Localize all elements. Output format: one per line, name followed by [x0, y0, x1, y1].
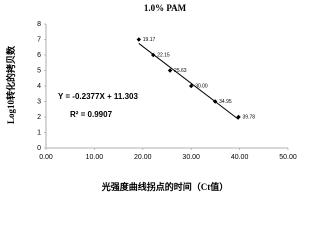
- data-label: 34.95: [219, 99, 232, 105]
- point: [136, 37, 141, 42]
- y-tick-label: 3: [37, 98, 41, 105]
- y-tick-label: 7: [37, 36, 41, 43]
- x-axis-label: 光强度曲线拐点的时间（Ct值）: [101, 181, 229, 192]
- point: [167, 68, 173, 73]
- x-tick-label: 0.00: [39, 154, 53, 161]
- data-label: 25.63: [174, 68, 187, 74]
- chart-title: 1.0% PAM: [144, 3, 187, 13]
- data-label: 19.17: [143, 37, 156, 43]
- y-tick-label: 1: [37, 129, 41, 136]
- y-tick-label: 5: [37, 67, 41, 74]
- trendline: [138, 43, 239, 120]
- point: [151, 52, 156, 58]
- y-tick-label: 0: [37, 145, 41, 152]
- data-label: 39.78: [243, 114, 256, 120]
- equation: Y = -0.2377X + 11.303: [58, 92, 138, 101]
- point: [189, 83, 194, 89]
- x-tick-label: 50.00: [279, 154, 297, 161]
- chart: 1.0% PAM Log10转化的拷贝数 光强度曲线拐点的时间（Ct值） Y =…: [5, 3, 297, 192]
- y-tick-label: 8: [37, 21, 41, 28]
- y-tick-label: 4: [37, 83, 41, 90]
- y-axis-label: Log10转化的拷贝数: [5, 45, 16, 124]
- page: {"chart_data": {"type": "scatter", "titl…: [5, 3, 297, 193]
- x-tick-label: 20.00: [134, 154, 152, 161]
- point: [236, 114, 241, 120]
- y-tick-label: 2: [37, 114, 41, 121]
- x-tick-label: 30.00: [182, 154, 200, 161]
- data-label: 30.00: [195, 83, 208, 89]
- y-tick-label: 6: [37, 52, 41, 59]
- x-tick-label: 40.00: [231, 154, 249, 161]
- r-squared: R² = 0.9907: [70, 110, 113, 119]
- point: [212, 99, 218, 104]
- x-tick-label: 10.00: [86, 154, 104, 161]
- data-label: 22.15: [157, 52, 170, 58]
